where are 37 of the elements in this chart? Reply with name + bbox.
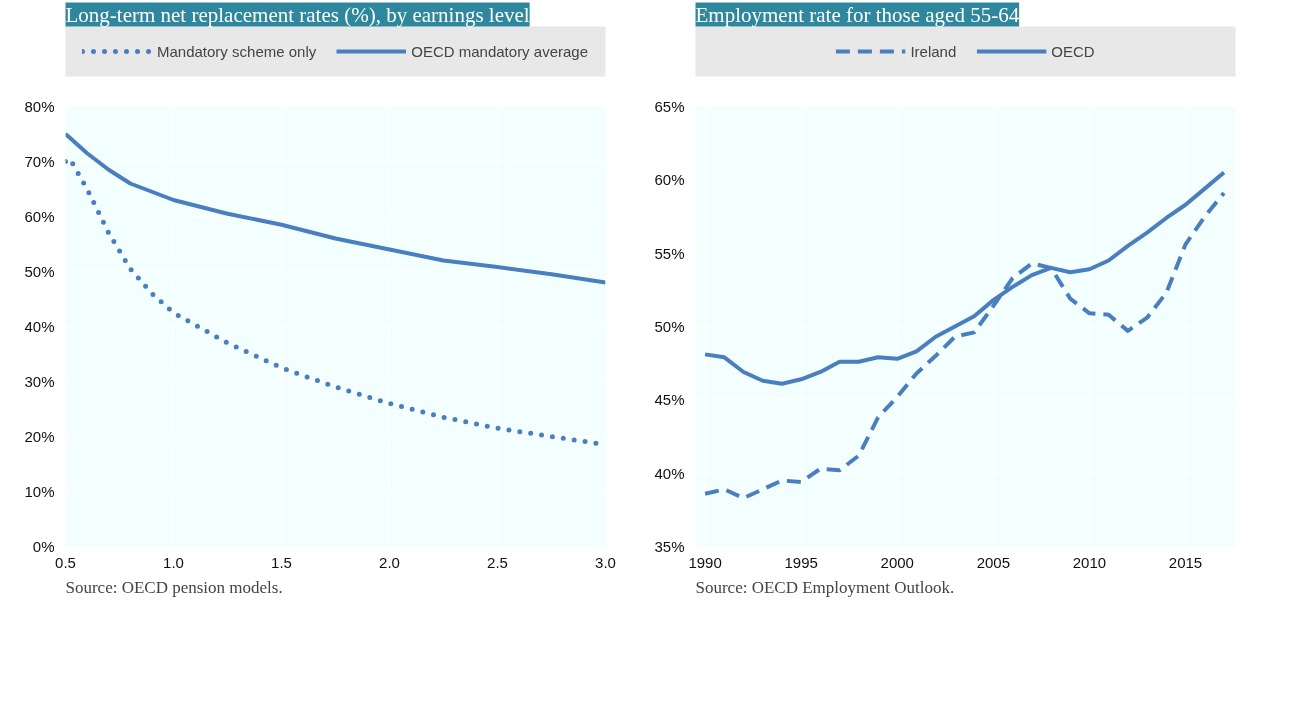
y-tick-label: 10% <box>24 483 55 500</box>
y-tick-label: 0% <box>32 538 55 555</box>
legend-label: OECD mandatory average <box>411 42 588 60</box>
legend-label: Mandatory scheme only <box>157 42 317 60</box>
x-tick-label: 2.5 <box>487 553 508 571</box>
source-note: Source: OECD pension models. <box>65 577 283 597</box>
y-tick-label: 40% <box>24 318 55 335</box>
x-tick-label: 2015 <box>1168 553 1203 571</box>
x-tick-label: 1.5 <box>271 553 292 571</box>
x-tick-label: 2005 <box>976 553 1011 571</box>
x-tick-label: 1990 <box>688 553 722 571</box>
x-tick-label: 1.0 <box>163 553 184 571</box>
x-tick-label: 2.0 <box>379 553 400 571</box>
y-tick-label: 60% <box>654 171 685 189</box>
source-note: Source: OECD Employment Outlook. <box>695 577 955 597</box>
x-tick-label: 0.5 <box>55 553 76 571</box>
y-tick-label: 55% <box>654 244 685 262</box>
line-series <box>65 132 606 285</box>
legend-label: Ireland <box>910 42 957 60</box>
chart-title: Long-term net replacement rates (%), by earnings level <box>65 2 530 27</box>
y-tick-label: 50% <box>654 318 685 335</box>
y-tick-label: 70% <box>24 153 55 170</box>
legend-label: OECD <box>1051 42 1095 60</box>
x-tick-label: 2010 <box>1072 553 1107 571</box>
x-tick-label: 1995 <box>784 553 818 571</box>
y-tick-label: 60% <box>24 208 55 225</box>
chart-title: Employment rate for those aged 55-64 <box>695 2 1020 27</box>
y-tick-label: 45% <box>654 391 685 409</box>
y-tick-label: 30% <box>24 373 55 390</box>
y-tick-label: 50% <box>24 263 55 280</box>
y-tick-label: 20% <box>24 428 55 445</box>
x-tick-label: 3.0 <box>595 553 616 571</box>
x-tick-label: 2000 <box>880 553 914 571</box>
y-tick-label: 40% <box>654 464 685 482</box>
y-tick-label: 65% <box>654 98 685 115</box>
y-tick-label: 80% <box>24 98 55 115</box>
y-tick-label: 35% <box>654 538 685 555</box>
